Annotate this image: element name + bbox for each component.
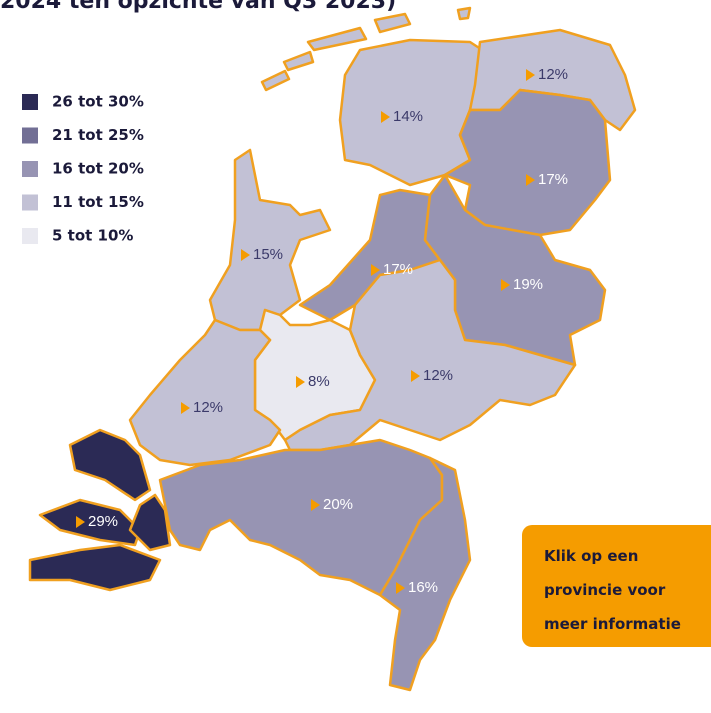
legend-label: 5 tot 10%	[52, 227, 133, 245]
percentage-label: 19%	[513, 276, 543, 293]
province-shape	[128, 318, 282, 467]
arrow	[526, 69, 535, 81]
button-text: meer informatie	[544, 615, 681, 633]
province	[378, 456, 472, 692]
province-shape	[283, 258, 577, 452]
arrow	[241, 249, 250, 261]
island	[282, 50, 315, 72]
percentage-label: 20%	[323, 496, 353, 513]
island	[373, 12, 412, 34]
arrow	[411, 370, 420, 382]
province-shape	[68, 428, 152, 502]
legend-label: 16 tot 20%	[52, 160, 144, 178]
arrow	[76, 516, 85, 528]
button-text: Klik op een	[544, 547, 639, 565]
island	[306, 26, 368, 52]
province-shape	[128, 493, 172, 552]
percentage-label: 16%	[408, 579, 438, 596]
arrow	[396, 582, 405, 594]
title: 2024 ten opzichte van Q3 2023)	[0, 0, 396, 14]
province	[28, 428, 172, 592]
percentage-label: 14%	[393, 108, 423, 125]
percentage-label: 17%	[538, 171, 568, 188]
legend-swatch	[22, 127, 38, 144]
arrow	[296, 376, 305, 388]
legend-swatch	[22, 161, 38, 177]
arrow	[526, 174, 535, 186]
legend-swatch	[22, 94, 38, 110]
legend-label: 26 tot 30%	[52, 93, 144, 111]
percentage-label: 12%	[193, 399, 223, 416]
wadden-islands	[260, 6, 472, 92]
legend-swatch	[22, 194, 38, 211]
percentage-label: 12%	[423, 367, 453, 384]
arrow	[181, 402, 190, 414]
legend-label: 11 tot 15%	[52, 193, 144, 211]
button-text: provincie voor	[544, 581, 666, 599]
percentage-label: 12%	[538, 66, 568, 83]
island	[260, 69, 291, 92]
arrow	[371, 264, 380, 276]
arrow	[501, 279, 510, 291]
island	[456, 6, 472, 21]
legend-label: 21 tot 25%	[52, 126, 144, 144]
percentage-label: 8%	[308, 373, 330, 390]
province	[208, 148, 332, 332]
legend-swatch	[22, 228, 38, 244]
percentage-label: 29%	[88, 513, 118, 530]
province	[283, 258, 577, 452]
province	[128, 318, 282, 467]
province-shape	[378, 456, 472, 692]
province-shape	[208, 148, 332, 332]
arrow	[311, 499, 320, 511]
province-shape	[28, 543, 162, 592]
arrow	[381, 111, 390, 123]
percentage-label: 17%	[383, 261, 413, 278]
percentage-label: 15%	[253, 246, 283, 263]
info-button[interactable]: Klik op een provincie voor meer informat…	[522, 525, 711, 647]
